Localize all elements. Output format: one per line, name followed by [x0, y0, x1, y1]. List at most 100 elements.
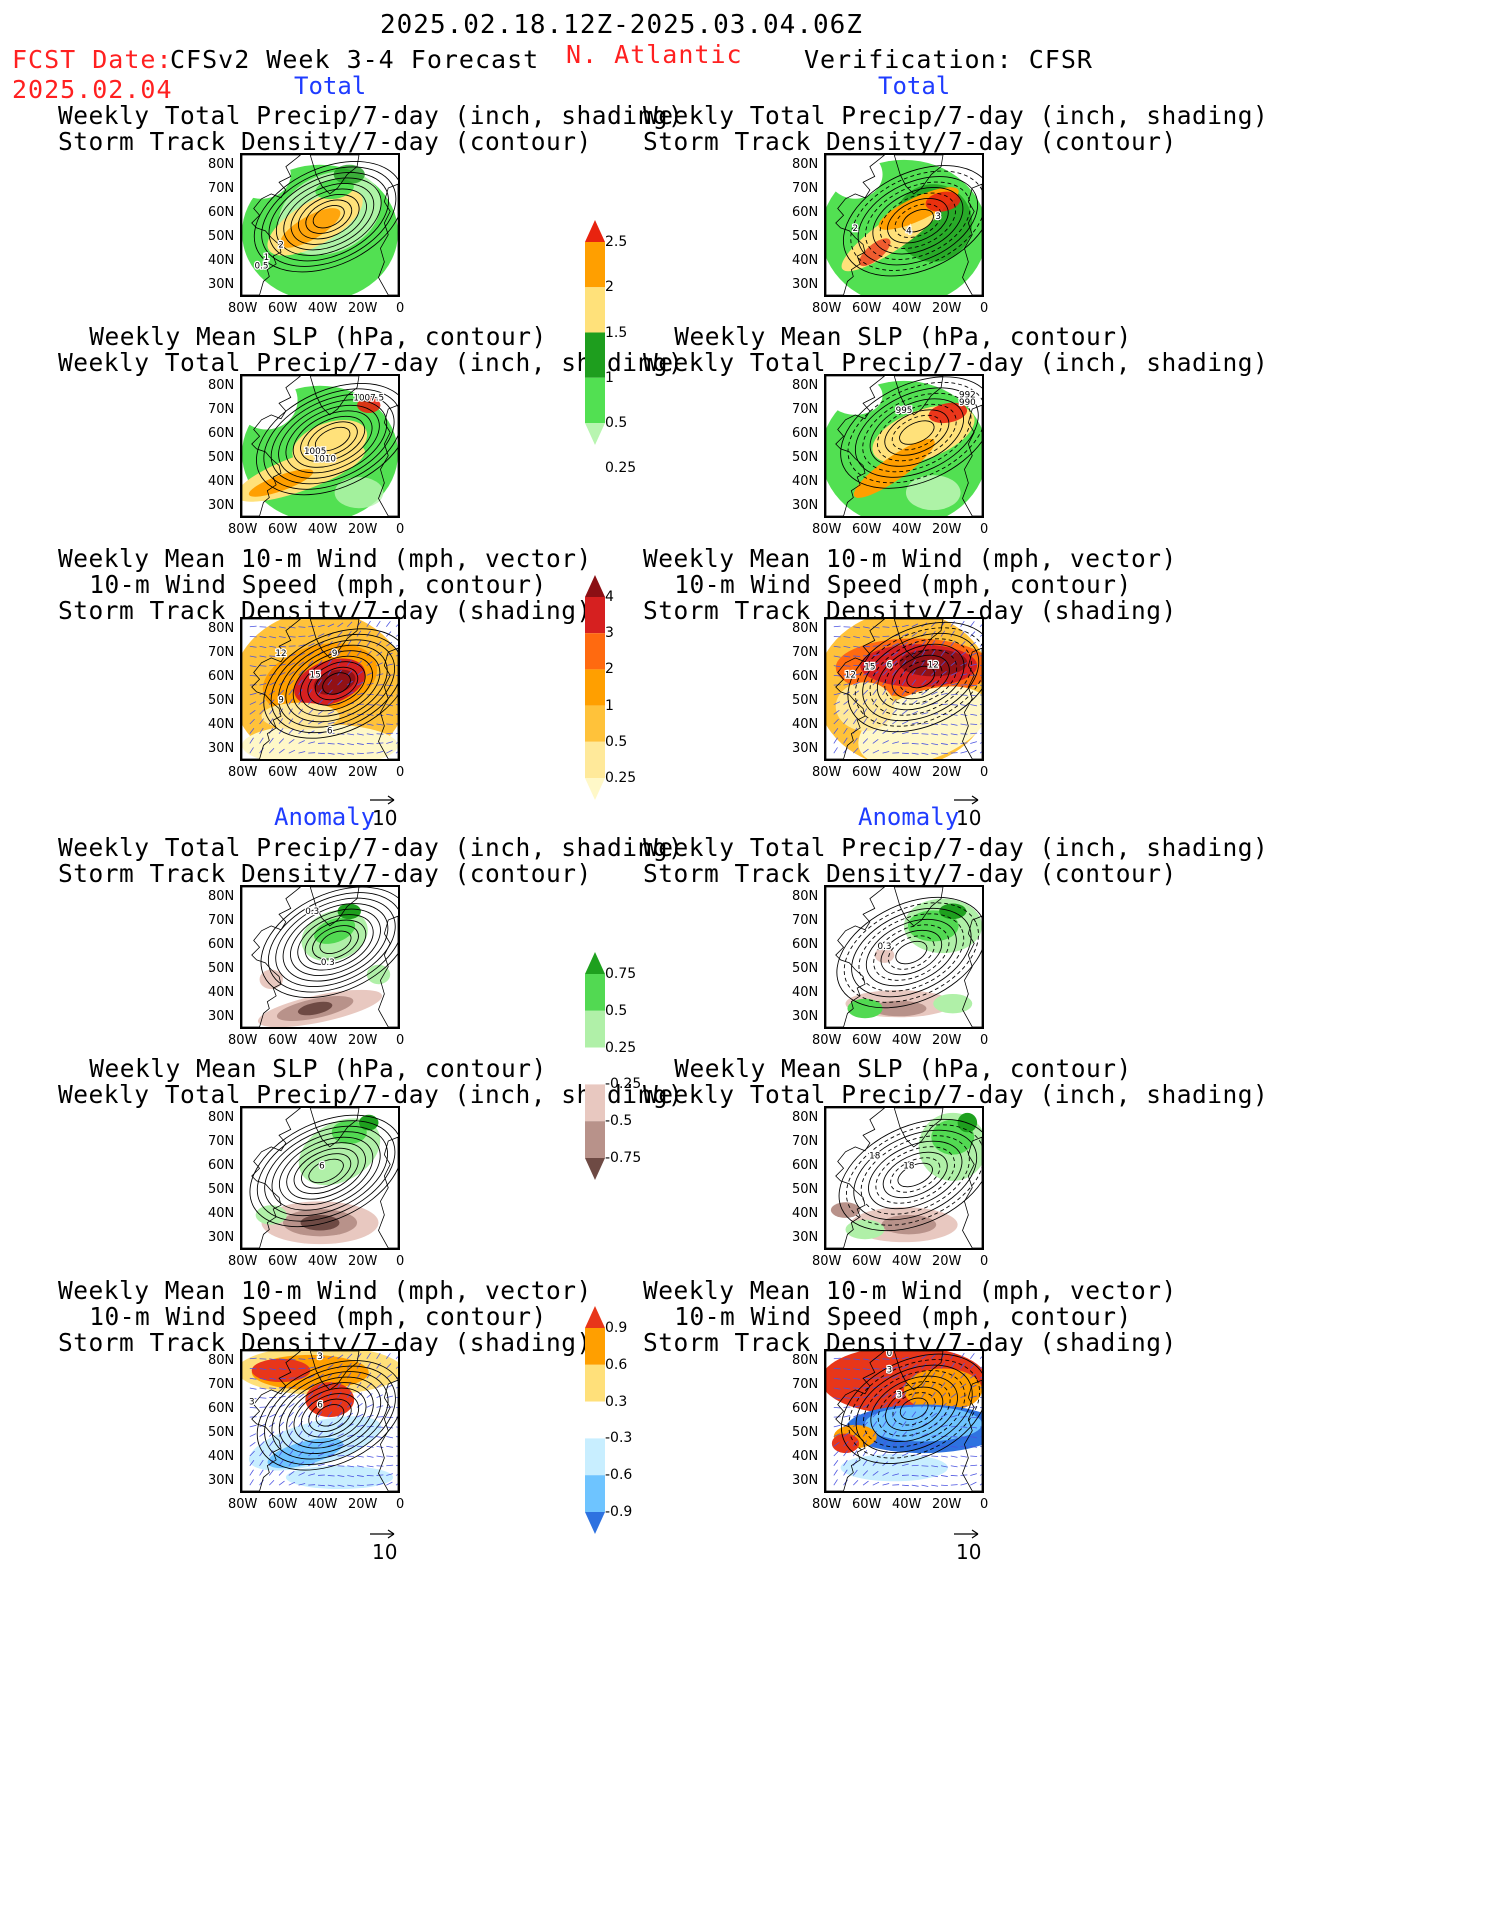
lon-tick-label: 80W: [228, 1254, 258, 1269]
lon-tick-label: 60W: [852, 765, 882, 780]
lat-tick-label: 40N: [792, 253, 819, 268]
panel-title-line: Storm Track Density/7-day (contour): [643, 859, 1177, 888]
panel-title-6-r: Weekly Mean 10-m Wind (mph, vector) 10-m …: [643, 1278, 1176, 1356]
lat-tick-label: 80N: [208, 1353, 235, 1368]
panel-title-3-r: Weekly Mean 10-m Wind (mph, vector) 10-m …: [643, 544, 1177, 624]
map-panel-1-r: 2 3 4: [824, 153, 984, 297]
lat-tick-label: 70N: [208, 1134, 235, 1149]
lat-tick-label: 80N: [208, 621, 235, 636]
lon-tick-label: 40W: [892, 522, 922, 537]
reference-vector: 10: [952, 786, 982, 830]
panel-title-line: 10-m Wind Speed (mph, contour): [89, 570, 547, 599]
panel-title-line: Weekly Total Precip/7-day (inch, shading…: [643, 348, 1269, 377]
map-panel-6-r: 0 3 3: [824, 1349, 984, 1493]
lat-tick-label: 70N: [208, 645, 235, 660]
arrow-icon: [370, 1529, 395, 1539]
contour-label: 1005: [304, 447, 326, 457]
colorbar-tick-label: 0.6: [605, 1356, 628, 1373]
model-title: CFSv2 Week 3-4 Forecast: [170, 45, 540, 74]
lat-tick-label: 70N: [208, 913, 235, 928]
colorbar-tick-label: -0.5: [605, 1113, 633, 1130]
panel-title-line: 10-m Wind Speed (mph, contour): [674, 570, 1132, 599]
lat-tick-label: 80N: [208, 889, 235, 904]
lon-tick-label: 60W: [268, 301, 298, 316]
lat-tick-label: 60N: [792, 1158, 819, 1173]
panel-title-line: Weekly Total Precip/7-day (inch, shading…: [58, 833, 684, 862]
fcst-date: 2025.02.04: [12, 75, 173, 104]
panel-title-line: Weekly Mean 10-m Wind (mph, vector): [58, 544, 592, 573]
lon-tick-label: 80W: [228, 1497, 258, 1512]
panel-title-line: Weekly Total Precip/7-day (inch, shading…: [643, 833, 1269, 862]
colorbar-tick-label: 1: [605, 697, 614, 714]
contour-label: 992: [959, 390, 976, 400]
lon-tick-label: 0: [980, 1254, 989, 1269]
lat-tick-label: 30N: [208, 1009, 235, 1024]
lon-tick-label: 80W: [812, 1497, 842, 1512]
lon-tick-label: 60W: [852, 522, 882, 537]
panel-title-line: Weekly Mean 10-m Wind (mph, vector): [643, 544, 1177, 573]
lon-tick-label: 20W: [348, 301, 378, 316]
lon-tick-label: 60W: [852, 1254, 882, 1269]
lon-tick-label: 40W: [308, 522, 338, 537]
panel-title-line: Weekly Total Precip/7-day (inch, shading…: [58, 1080, 684, 1109]
colorbar-precip-anom: [585, 952, 605, 1184]
colorbar-track-total: [585, 575, 605, 804]
lon-tick-label: 60W: [268, 1033, 298, 1048]
lat-tick-label: 50N: [792, 229, 819, 244]
colorbar-tick-label: -0.9: [605, 1504, 633, 1520]
contour-label: 995: [896, 406, 913, 416]
lat-tick-label: 30N: [792, 498, 819, 513]
lon-tick-label: 0: [396, 522, 405, 537]
lon-tick-label: 80W: [228, 1033, 258, 1048]
reference-vector: 10: [368, 1520, 398, 1564]
lat-tick-label: 80N: [792, 889, 819, 904]
reference-vector-label: 10: [372, 1540, 398, 1564]
colorbar-tick-label: 0.9: [605, 1320, 628, 1336]
lat-tick-label: 50N: [208, 961, 235, 976]
lat-tick-label: 60N: [208, 669, 235, 684]
panel-title-line: Weekly Total Precip/7-day (inch, shading…: [58, 101, 684, 130]
panel-title-line: Weekly Total Precip/7-day (inch, shading…: [58, 348, 684, 377]
panel-title-5-r: Weekly Mean SLP (hPa, contour) Weekly Tot…: [643, 1056, 1268, 1108]
lon-tick-label: 20W: [932, 1033, 962, 1048]
colorbar-tick-label: 0.25: [605, 770, 637, 786]
lon-tick-label: 20W: [932, 301, 962, 316]
lat-tick-label: 30N: [208, 1230, 235, 1245]
lon-tick-label: 0: [396, 765, 405, 780]
contour-label: 1: [264, 253, 270, 263]
arrow-icon: [370, 795, 395, 805]
contour-label: 0.5: [255, 262, 269, 272]
colorbar-tick-label: 1.5: [605, 324, 628, 341]
contour-label: 3: [896, 1391, 902, 1401]
contour-label: 12: [845, 670, 856, 680]
lat-tick-label: 40N: [208, 253, 235, 268]
region-title: N. Atlantic: [566, 40, 743, 69]
lon-tick-label: 0: [980, 522, 989, 537]
colorbar-tick-label: 2.5: [605, 234, 628, 250]
lat-tick-label: 30N: [792, 741, 819, 756]
lat-tick-label: 50N: [792, 693, 819, 708]
panel-title-1-r: Weekly Total Precip/7-day (inch, shading…: [643, 103, 1268, 155]
arrow-icon: [954, 795, 979, 805]
colorbar-tick-label: 0.75: [605, 966, 637, 982]
colorbar-precip-total: [585, 220, 605, 449]
lat-tick-label: 40N: [792, 1449, 819, 1464]
lat-tick-label: 80N: [792, 1110, 819, 1125]
panel-title-line: Weekly Mean SLP (hPa, contour): [89, 1054, 547, 1083]
lat-tick-label: 40N: [792, 474, 819, 489]
section-total-right: Total: [878, 72, 951, 100]
colorbar-tick-label: 2: [605, 279, 614, 296]
contour-label: 990: [959, 398, 976, 408]
reference-vector-label: 10: [956, 806, 982, 830]
lon-tick-label: 20W: [932, 1254, 962, 1269]
contour-label: 3: [935, 212, 941, 222]
lon-tick-label: 80W: [228, 301, 258, 316]
colorbar-tick-label: 4: [605, 589, 614, 605]
reference-vector-label: 10: [372, 806, 398, 830]
contour-label: 12: [275, 649, 286, 659]
lon-tick-label: 60W: [268, 522, 298, 537]
arrow-icon: [954, 1529, 979, 1539]
map-panel-4-l: 0.3 0.3: [240, 885, 400, 1029]
lon-tick-label: 40W: [892, 301, 922, 316]
panel-title-line: 10-m Wind Speed (mph, contour): [674, 1302, 1132, 1331]
